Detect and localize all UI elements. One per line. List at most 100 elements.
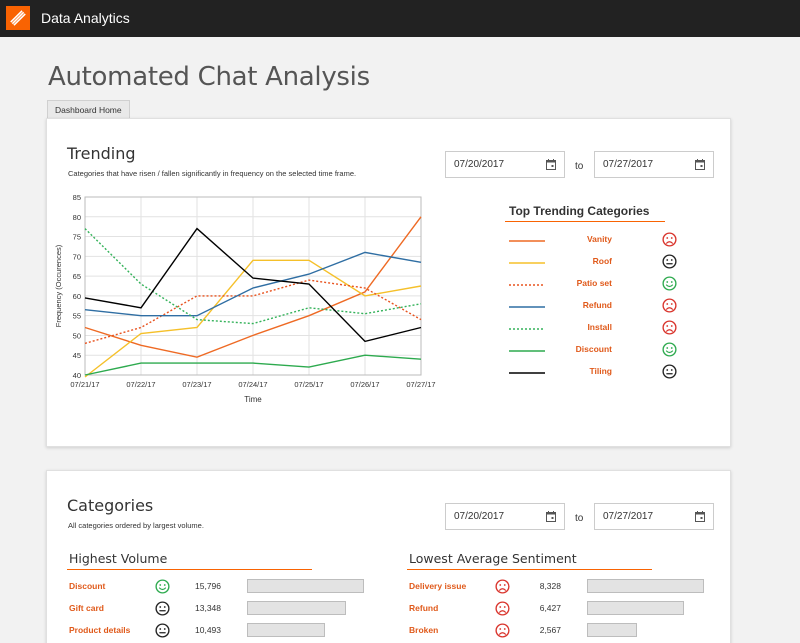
legend-item[interactable]: Discount [509,342,677,357]
x-tick-label: 07/22/17 [126,380,155,389]
list-item[interactable]: Broken 2,567 [409,623,709,639]
smiley-neutral-icon [155,601,170,616]
x-axis-label: Time [244,395,262,404]
series-line-roof[interactable] [84,259,422,378]
volume-bar [587,623,637,637]
x-tick-label: 07/26/17 [350,380,379,389]
x-tick-label: 07/24/17 [238,380,267,389]
legend-swatch [509,262,545,264]
legend-swatch [509,306,545,308]
tab-dashboard-home[interactable]: Dashboard Home [47,100,130,119]
series-line-vanity[interactable] [84,216,422,358]
trending-card: Trending Categories that have risen / fa… [46,118,731,447]
calendar-icon[interactable] [546,511,556,522]
category-count: 8,328 [539,581,561,591]
legend-label: Vanity [586,234,612,244]
list-item[interactable]: Gift card 13,348 [69,601,369,617]
trending-date-from-input[interactable]: 07/20/2017 [445,151,565,178]
legend-swatch [509,350,545,352]
trending-subtitle: Categories that have risen / fallen sign… [68,169,357,178]
legend-swatch [509,328,545,330]
category-name[interactable]: Refund [409,603,439,613]
smiley-happy-icon [662,276,677,291]
categories-subtitle: All categories ordered by largest volume… [68,521,204,530]
categories-date-to-input[interactable]: 07/27/2017 [594,503,714,530]
y-tick-label: 60 [73,292,81,301]
legend-item[interactable]: Refund [509,298,677,313]
categories-date-from-input[interactable]: 07/20/2017 [445,503,565,530]
page-title: Automated Chat Analysis [48,62,370,92]
legend-label: Refund [582,300,612,310]
highest-volume-title: Highest Volume [69,551,168,566]
category-name[interactable]: Gift card [69,603,104,613]
category-name[interactable]: Broken [409,625,439,635]
y-axis-label: Frequency (Occurences) [54,244,63,327]
smiley-happy-icon [662,342,677,357]
calendar-icon[interactable] [695,511,705,522]
smiley-neutral-icon [155,623,170,638]
y-tick-label: 50 [73,331,81,340]
smiley-sad-icon [662,320,677,335]
category-count: 2,567 [539,625,561,635]
trending-date-from-value: 07/20/2017 [454,159,505,170]
y-tick-label: 45 [73,351,81,360]
y-tick-label: 70 [73,252,81,261]
home-depot-logo[interactable] [6,6,30,30]
category-count: 13,348 [195,603,221,613]
series-line-install[interactable] [84,228,422,325]
legend-item[interactable]: Vanity [509,232,677,247]
category-name[interactable]: Discount [69,581,106,591]
legend-label: Install [587,322,612,332]
categories-date-from-value: 07/20/2017 [454,511,505,522]
categories-card: Categories All categories ordered by lar… [46,470,731,643]
categories-to-label: to [575,513,584,524]
y-tick-label: 40 [73,371,81,380]
legend-item[interactable]: Install [509,320,677,335]
smiley-neutral-icon [662,254,677,269]
y-tick-label: 75 [73,233,81,242]
series-line-refund[interactable] [84,251,422,317]
legend-swatch [509,240,545,242]
category-count: 15,796 [195,581,221,591]
categories-title: Categories [67,496,154,515]
series-line-patio-set[interactable] [84,279,422,345]
list-item[interactable]: Delivery issue 8,328 [409,579,709,595]
category-name[interactable]: Product details [69,625,131,635]
trending-line-chart: 40 45 50 55 60 65 70 75 80 85 07/21/17 07/22/17 07/2… [54,193,436,404]
series-line-discount[interactable] [84,354,422,376]
volume-bar [587,579,704,593]
legend-label: Patio set [576,278,612,288]
volume-bar [587,601,684,615]
calendar-icon[interactable] [546,159,556,170]
legend-swatch [509,372,545,374]
list-item[interactable]: Product details 10,493 [69,623,369,639]
trending-title: Trending [67,144,136,163]
category-count: 10,493 [195,625,221,635]
trending-date-to-input[interactable]: 07/27/2017 [594,151,714,178]
highest-volume-underline [67,569,312,570]
series-line-tiling[interactable] [84,227,422,343]
app-title: Data Analytics [41,10,130,26]
legend-underline [505,221,665,222]
trending-to-label: to [575,161,584,172]
list-item[interactable]: Discount 15,796 [69,579,369,595]
x-tick-label: 07/25/17 [294,380,323,389]
legend-item[interactable]: Patio set [509,276,677,291]
legend-item[interactable]: Tiling [509,364,677,379]
volume-bar [247,623,325,637]
legend-title: Top Trending Categories [509,204,650,218]
y-tick-label: 65 [73,272,81,281]
smiley-sad-icon [662,298,677,313]
calendar-icon[interactable] [695,159,705,170]
category-name[interactable]: Delivery issue [409,581,467,591]
volume-bar [247,579,364,593]
x-tick-label: 07/21/17 [70,380,99,389]
category-count: 6,427 [539,603,561,613]
smiley-sad-icon [495,623,510,638]
smiley-sad-icon [495,601,510,616]
categories-date-to-value: 07/27/2017 [603,511,654,522]
legend-label: Roof [592,256,612,266]
smiley-sad-icon [662,232,677,247]
list-item[interactable]: Refund 6,427 [409,601,709,617]
legend-item[interactable]: Roof [509,254,677,269]
